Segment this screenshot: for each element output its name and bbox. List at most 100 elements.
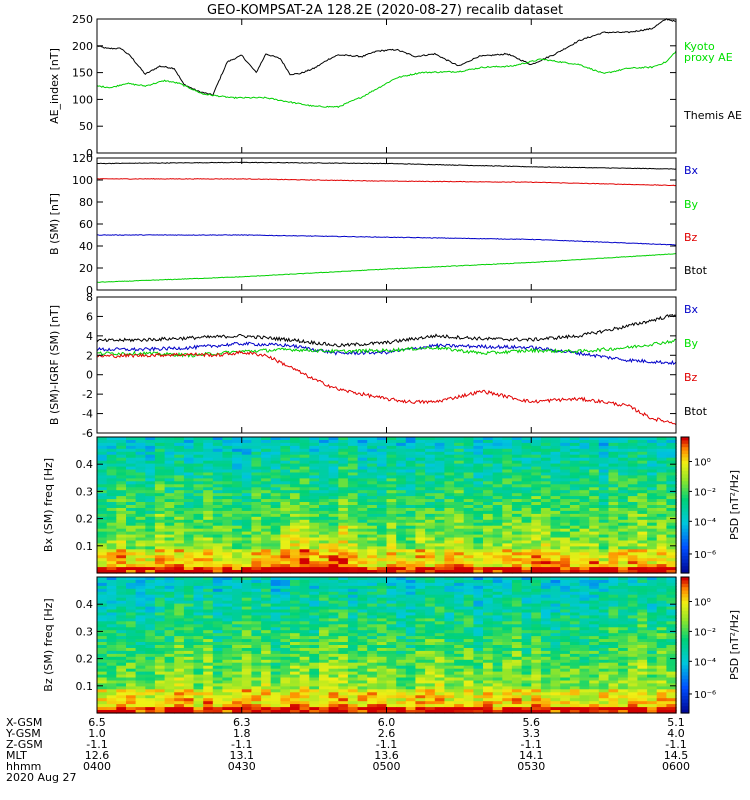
spectrogram-cell	[376, 606, 388, 611]
spectrogram-cell	[367, 540, 378, 545]
spectrogram-cell	[618, 621, 629, 625]
spectrogram-cell	[502, 668, 513, 673]
spectrogram-cell	[386, 451, 397, 456]
spectrogram-cell	[444, 442, 455, 447]
spectrogram-cell	[589, 594, 600, 599]
spectrogram-cell	[454, 549, 465, 553]
spectrogram-cell	[135, 662, 146, 667]
spectrogram-cell	[347, 496, 359, 500]
spectrogram-cell	[463, 653, 474, 658]
spectrogram-cell	[203, 440, 214, 444]
spectrogram-cell	[328, 537, 339, 542]
spectrogram-cell	[425, 656, 436, 661]
spectrogram-cell	[222, 442, 233, 447]
spectrogram-cell	[126, 463, 137, 468]
spectrogram-cell	[434, 633, 446, 637]
spectrogram-cell	[154, 499, 166, 503]
spectrogram-cell	[222, 484, 233, 488]
spectrogram-cell	[164, 621, 175, 625]
spectrogram-cell	[183, 653, 195, 658]
spectrogram-cell	[347, 546, 359, 550]
spectrogram-cell	[598, 603, 610, 608]
spectrogram-cell	[560, 591, 571, 596]
spectrogram-cell	[145, 490, 156, 494]
spectrogram-cell	[367, 627, 378, 631]
spectrogram-cell	[627, 487, 639, 491]
spectrogram-cell	[666, 513, 677, 518]
spectrogram-cell	[338, 487, 349, 491]
spectrogram-cell	[569, 466, 581, 471]
spectrogram-cell	[338, 615, 349, 619]
spectrogram-cell	[222, 564, 233, 568]
spectrogram-cell	[241, 618, 253, 622]
spectrogram-cell	[261, 496, 272, 500]
spectrogram-cell	[405, 648, 417, 652]
spectrogram-cell	[627, 549, 639, 553]
spectrogram-cell	[386, 570, 397, 574]
spectrogram-cell	[135, 478, 146, 482]
spectrogram-cell	[164, 463, 175, 468]
spectrogram-cell	[270, 624, 281, 628]
spectrogram-cell	[502, 516, 513, 521]
spectrogram-cell	[550, 609, 561, 614]
spectrogram-cell	[502, 594, 513, 599]
spectrogram-cell	[666, 653, 677, 658]
spectrogram-cell	[126, 516, 137, 521]
spectrogram-cell	[328, 549, 339, 553]
spectrogram-cell	[261, 463, 272, 468]
spectrogram-cell	[637, 513, 648, 518]
spectrogram-cell	[396, 668, 407, 673]
spectrogram-cell	[647, 513, 658, 518]
spectrogram-cell	[454, 653, 465, 658]
spectrogram-cell	[666, 603, 677, 608]
spectrogram-cell	[251, 466, 262, 471]
spectrogram-cell	[280, 531, 291, 536]
spectrogram-cell	[666, 597, 677, 602]
spectrogram-cell	[647, 543, 658, 547]
spectrogram-cell	[97, 597, 108, 602]
spectrogram-cell	[357, 561, 368, 565]
spectrogram-cell	[241, 487, 253, 491]
spectrogram-cell	[540, 437, 552, 441]
spectrogram-cell	[164, 668, 175, 673]
spectrogram-cell	[473, 475, 484, 479]
spectrogram-cell	[560, 642, 571, 646]
spectrogram-cell	[618, 540, 629, 545]
spectrogram-cell	[212, 549, 224, 553]
spectrogram-cell	[232, 537, 243, 542]
spectrogram-cell	[251, 627, 262, 631]
spectrogram-cell	[376, 466, 388, 471]
spectrogram-cell	[183, 552, 195, 556]
spectrogram-cell	[338, 564, 349, 568]
spectrogram-cell	[367, 513, 378, 518]
spectrogram-cell	[415, 499, 426, 503]
spectrogram-cell	[299, 612, 310, 617]
spectrogram-cell	[396, 650, 407, 655]
spectrogram-cell	[405, 659, 417, 664]
spectrogram-cell	[511, 671, 523, 676]
spectrogram-cell	[164, 659, 175, 664]
spectrogram-cell	[647, 469, 658, 474]
spectrogram-cell	[126, 597, 137, 602]
spectrogram-cell	[531, 466, 542, 471]
spectrogram-cell	[589, 478, 600, 482]
spectrogram-cell	[261, 624, 272, 628]
spectrogram-cell	[154, 451, 166, 456]
spectrogram-cell	[386, 549, 397, 553]
spectrogram-cell	[618, 594, 629, 599]
spectrogram-cell	[106, 445, 117, 450]
spectrogram-cell	[492, 525, 503, 530]
spectrogram-cell	[280, 564, 291, 568]
spectrogram-cell	[116, 537, 127, 542]
spectrogram-cell	[405, 445, 417, 450]
spectrogram-cell	[473, 639, 484, 643]
spectrogram-cell	[309, 615, 320, 619]
spectrogram-cell	[637, 537, 648, 542]
spectrogram-cell	[637, 561, 648, 565]
spectrogram-cell	[540, 522, 552, 527]
spectrogram-cell	[647, 564, 658, 568]
spectrogram-cell	[319, 490, 330, 494]
spectrogram-cell	[415, 534, 426, 539]
spectrogram-cell	[560, 490, 571, 494]
spectrogram-cell	[126, 466, 137, 471]
